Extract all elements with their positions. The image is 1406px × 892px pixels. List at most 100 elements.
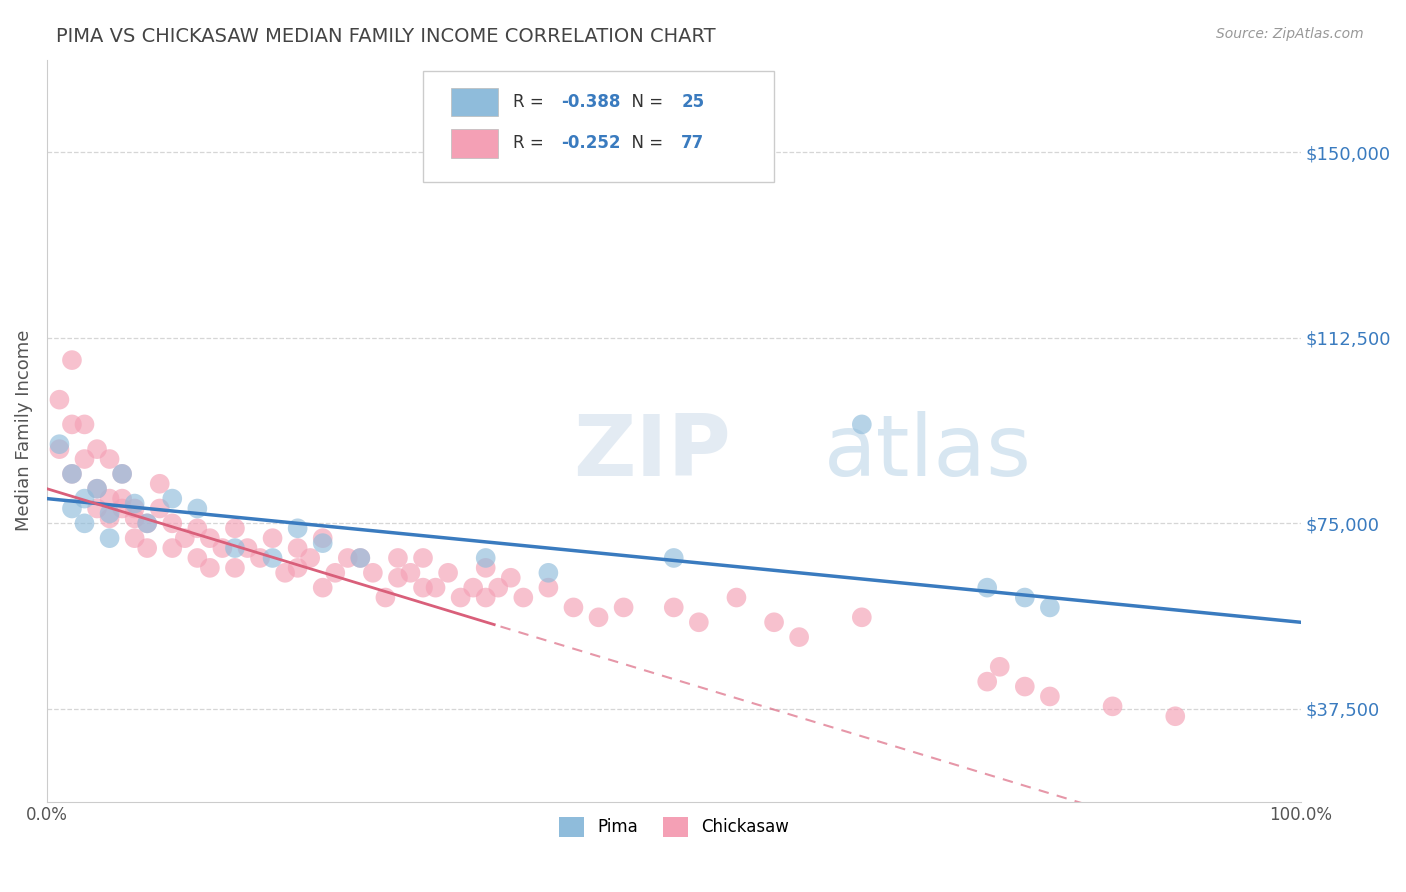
Text: 77: 77 [682, 135, 704, 153]
Point [124, 531, 146, 545]
Point [73, 516, 96, 531]
Text: -0.388: -0.388 [561, 93, 620, 111]
Point [474, 561, 496, 575]
Point [186, 501, 208, 516]
Point [323, 566, 346, 580]
Point [98, 511, 121, 525]
Point [976, 674, 998, 689]
Point [725, 591, 748, 605]
Point [562, 600, 585, 615]
Y-axis label: Median Family Income: Median Family Income [15, 330, 32, 532]
Point [60, 501, 83, 516]
FancyBboxPatch shape [423, 70, 775, 182]
Point [787, 630, 810, 644]
Point [60, 353, 83, 368]
Point [851, 610, 873, 624]
Point [149, 501, 172, 516]
Point [349, 551, 371, 566]
Point [1101, 699, 1123, 714]
Text: atlas: atlas [824, 411, 1032, 494]
Point [73, 417, 96, 432]
Point [662, 600, 685, 615]
Point [412, 551, 434, 566]
Point [86, 501, 108, 516]
Point [474, 551, 496, 566]
Point [111, 491, 134, 506]
Point [463, 581, 485, 595]
Point [474, 591, 496, 605]
Text: 25: 25 [682, 93, 704, 111]
Text: N =: N = [621, 93, 668, 111]
Point [662, 551, 685, 566]
Point [287, 561, 309, 575]
Point [98, 507, 121, 521]
Point [86, 482, 108, 496]
Point [60, 467, 83, 481]
Point [425, 581, 447, 595]
Point [1164, 709, 1187, 723]
Point [136, 516, 159, 531]
Point [387, 551, 409, 566]
Point [98, 531, 121, 545]
Point [274, 566, 297, 580]
Point [387, 571, 409, 585]
Point [851, 417, 873, 432]
Point [60, 417, 83, 432]
Point [136, 541, 159, 555]
Point [73, 452, 96, 467]
FancyBboxPatch shape [450, 87, 498, 116]
Point [336, 551, 359, 566]
Point [124, 497, 146, 511]
Text: -0.252: -0.252 [561, 135, 620, 153]
Point [186, 551, 208, 566]
Point [763, 615, 786, 630]
Point [111, 467, 134, 481]
Point [73, 491, 96, 506]
Point [86, 482, 108, 496]
Point [988, 660, 1011, 674]
Point [374, 591, 396, 605]
Point [173, 531, 195, 545]
Point [262, 551, 284, 566]
Point [1014, 591, 1036, 605]
Point [98, 491, 121, 506]
Point [162, 541, 184, 555]
Point [224, 521, 246, 535]
Point [349, 551, 371, 566]
Point [312, 581, 335, 595]
FancyBboxPatch shape [450, 129, 498, 158]
Point [262, 531, 284, 545]
Point [1039, 690, 1062, 704]
Point [236, 541, 259, 555]
Point [48, 392, 70, 407]
Point [162, 516, 184, 531]
Point [124, 501, 146, 516]
Point [186, 521, 208, 535]
Point [537, 581, 560, 595]
Point [613, 600, 636, 615]
Point [437, 566, 460, 580]
Point [399, 566, 422, 580]
Point [60, 467, 83, 481]
Text: Source: ZipAtlas.com: Source: ZipAtlas.com [1216, 27, 1364, 41]
Point [48, 437, 70, 451]
Text: N =: N = [621, 135, 668, 153]
Point [198, 531, 221, 545]
Point [412, 581, 434, 595]
Point [1014, 680, 1036, 694]
Point [111, 467, 134, 481]
Point [312, 536, 335, 550]
Point [111, 501, 134, 516]
Point [249, 551, 271, 566]
Point [287, 521, 309, 535]
Point [98, 452, 121, 467]
Point [312, 531, 335, 545]
Point [136, 516, 159, 531]
Point [162, 491, 184, 506]
Point [361, 566, 384, 580]
Text: ZIP: ZIP [574, 411, 731, 494]
Point [499, 571, 522, 585]
Point [1039, 600, 1062, 615]
Point [198, 561, 221, 575]
Point [287, 541, 309, 555]
